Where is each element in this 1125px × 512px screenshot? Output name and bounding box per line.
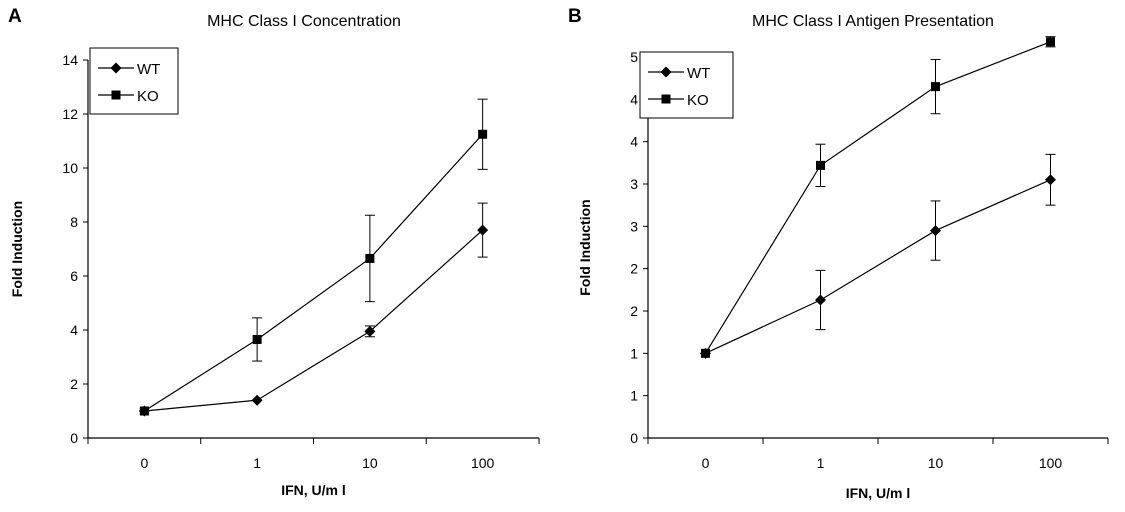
- chart-b-x-tick-label: 10: [928, 455, 944, 471]
- chart-b-y-tick-label: 5: [630, 49, 638, 65]
- chart-b-series-wt-point: [815, 294, 826, 306]
- chart-b-y-tick-label: 1: [630, 388, 638, 404]
- chart-a-y-tick-label: 10: [62, 160, 78, 176]
- chart-a-x-tick-label: 100: [471, 455, 495, 471]
- chart-a-y-tick-label: 14: [62, 52, 78, 68]
- chart-a-legend: [89, 47, 179, 115]
- chart-b-series-ko-point: [931, 82, 940, 92]
- chart-a-y-tick-label: 4: [70, 322, 78, 338]
- panel-letter-b: B: [568, 6, 582, 27]
- chart-a-series-ko-point: [139, 406, 149, 416]
- chart-b-series-wt-line: [705, 179, 1051, 354]
- chart-b-series-ko-point: [1046, 37, 1055, 47]
- chart-a-series-ko-point: [478, 129, 488, 139]
- chart-b-series-wt-point: [1045, 174, 1056, 186]
- chart-a-x-axis-label: IFN, U/m l: [281, 482, 346, 498]
- chart-a-series-wt-point: [364, 325, 376, 337]
- chart-a-series-wt-line: [144, 229, 484, 412]
- chart-a-x-tick-label: 1: [253, 455, 261, 471]
- chart-a-series-wt-point: [477, 224, 489, 236]
- chart-b-y-tick-label: 4: [630, 134, 638, 150]
- chart-a-x-tick-label: 10: [362, 455, 378, 471]
- chart-a-series-ko-line: [144, 133, 484, 412]
- chart-a-y-tick-label: 12: [62, 106, 78, 122]
- chart-a-legend-ko-marker: [111, 90, 121, 100]
- chart-b-legend-ko-marker: [661, 94, 671, 104]
- chart-a-title: MHC Class I Concentration: [207, 13, 401, 30]
- chart-b-x-tick-label: 0: [702, 455, 710, 471]
- chart-b-y-tick-label: 2: [630, 261, 638, 277]
- chart-a-y-tick-label: 8: [70, 214, 78, 230]
- chart-b-series-ko-point: [816, 160, 825, 170]
- chart-a-legend-wt-label: WT: [137, 61, 160, 78]
- chart-b-series-ko-point: [701, 348, 710, 358]
- chart-b-title: MHC Class I Antigen Presentation: [752, 13, 994, 30]
- chart-a-legend-wt-marker: [110, 62, 122, 74]
- chart-b-x-tick-label: 100: [1039, 455, 1063, 471]
- chart-b-y-tick-label: 2: [630, 303, 638, 319]
- chart-a-y-tick-label: 0: [70, 430, 78, 446]
- chart-b-y-tick-label: 0: [630, 430, 638, 446]
- chart-a-y-tick-label: 6: [70, 268, 78, 284]
- chart-a-series-ko-point: [252, 334, 262, 344]
- chart-b-legend-ko-label: KO: [687, 92, 709, 109]
- chart-b-y-axis-label: Fold Induction: [577, 199, 593, 295]
- chart-b-x-tick-label: 1: [817, 455, 825, 471]
- chart-b-y-tick-label: 1: [630, 345, 638, 361]
- chart-b-series-wt-point: [930, 225, 941, 237]
- chart-a-legend-ko-label: KO: [137, 88, 159, 105]
- chart-b-y-tick-label: 3: [630, 218, 638, 234]
- chart-a-series-ko-point: [365, 253, 375, 263]
- chart-b-y-tick-label: 4: [630, 91, 638, 107]
- chart-b-x-axis-label: IFN, U/m l: [846, 485, 911, 501]
- chart-b-y-tick-label: 3: [630, 176, 638, 192]
- chart-b-legend-wt-marker: [660, 66, 672, 78]
- chart-b-legend: [639, 51, 734, 119]
- chart-b-legend-wt-label: WT: [687, 65, 710, 82]
- chart-b-series-ko-line: [704, 41, 1051, 354]
- chart-a-x-tick-label: 0: [140, 455, 148, 471]
- chart-a-series-wt-point: [251, 394, 263, 406]
- chart-a-y-axis-label: Fold Induction: [9, 201, 25, 297]
- panel-letter-a: A: [8, 6, 22, 27]
- chart-a-y-tick-label: 2: [70, 376, 78, 392]
